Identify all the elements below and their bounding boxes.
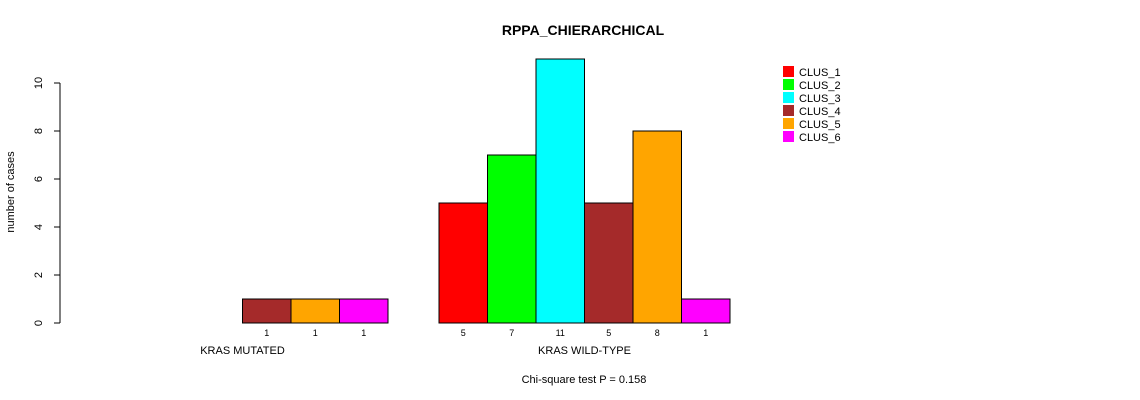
y-axis-label: number of cases: [5, 151, 17, 233]
bar-count-label: 1: [264, 328, 269, 338]
y-tick-label: 6: [33, 176, 45, 182]
legend-swatch: [783, 79, 794, 90]
bar-count-label: 11: [556, 328, 565, 338]
legend-swatch: [783, 118, 794, 129]
bar-count-label: 1: [361, 328, 366, 338]
bar-clus-6-mutated: [339, 298, 389, 324]
legend-swatch: [783, 105, 794, 116]
legend-swatch: [783, 66, 794, 77]
bar-count-label: 1: [703, 328, 708, 338]
legend-label: CLUS_2: [799, 80, 841, 92]
y-tick-label: 8: [33, 128, 45, 134]
bars: 1 1 1 5 7 11 5 8 1: [242, 58, 731, 338]
legend-label: CLUS_6: [799, 132, 841, 144]
y-tick-label: 0: [33, 320, 45, 326]
y-tick-label: 2: [33, 272, 45, 278]
y-axis: 0 2 4 6 8 10: [33, 77, 61, 326]
group-label: KRAS WILD-TYPE: [538, 345, 631, 357]
bar-clus-5-wild-type: [632, 130, 682, 324]
bar-clus-3-wild-type: [535, 58, 585, 324]
legend-label: CLUS_4: [799, 106, 841, 118]
bar-clus-4-mutated: [242, 298, 292, 324]
bar-count-label: 5: [606, 328, 611, 338]
legend-swatch: [783, 131, 794, 142]
y-tick-label: 10: [33, 77, 45, 89]
chart-title: RPPA_CHIERARCHICAL: [502, 22, 665, 38]
bar-count-label: 7: [509, 328, 514, 338]
legend-label: CLUS_3: [799, 93, 841, 105]
group-label: KRAS MUTATED: [200, 345, 285, 357]
bar-count-label: 5: [461, 328, 466, 338]
bar-clus-6-wild-type: [681, 298, 731, 324]
y-tick-label: 4: [33, 224, 45, 230]
bar-count-label: 1: [313, 328, 318, 338]
bar-clus-1-wild-type: [438, 202, 488, 324]
bar-clus-5-mutated: [290, 298, 340, 324]
legend-label: CLUS_1: [799, 67, 841, 79]
legend-swatch: [783, 92, 794, 103]
group-labels: KRAS MUTATED KRAS WILD-TYPE: [200, 345, 631, 357]
bar-clus-4-wild-type: [584, 202, 634, 324]
chi-square-footnote: Chi-square test P = 0.158: [522, 374, 647, 386]
legend-label: CLUS_5: [799, 119, 841, 131]
bar-clus-2-wild-type: [487, 154, 537, 324]
bar-count-label: 8: [655, 328, 660, 338]
